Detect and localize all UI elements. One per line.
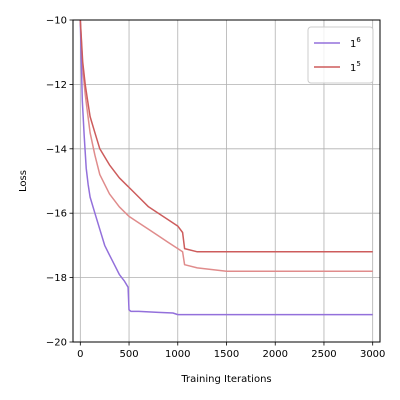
x-tick-label: 500 [119,349,138,360]
axis-ticks: 0 500 1000 1500 2000 2500 3000 −20 −18 −16 −14 −12 −… [46,16,386,361]
legend-entry-label: 16 [350,36,361,50]
y-axis-label: Loss [18,170,29,192]
x-tick-label: 1500 [214,349,239,360]
y-tick-label: −14 [46,144,67,155]
y-tick-label: −10 [46,16,67,27]
x-tick-label: 0 [77,349,83,360]
x-tick-label: 3000 [360,349,385,360]
y-tick-label: −12 [46,80,67,91]
series-line-0 [79,20,373,316]
series-line-2 [79,20,373,272]
series-layer [79,20,373,316]
series-line-1 [79,20,373,253]
x-axis-label: Training Iterations [180,374,271,385]
x-tick-label: 2500 [311,349,336,360]
legend-entry-label: 15 [350,60,361,74]
x-tick-label: 2000 [263,349,288,360]
y-tick-label: −18 [46,273,67,284]
x-tick-label: 1000 [165,349,190,360]
y-tick-label: −20 [46,338,67,349]
y-tick-label: −16 [46,209,67,220]
legend-box [307,26,374,84]
